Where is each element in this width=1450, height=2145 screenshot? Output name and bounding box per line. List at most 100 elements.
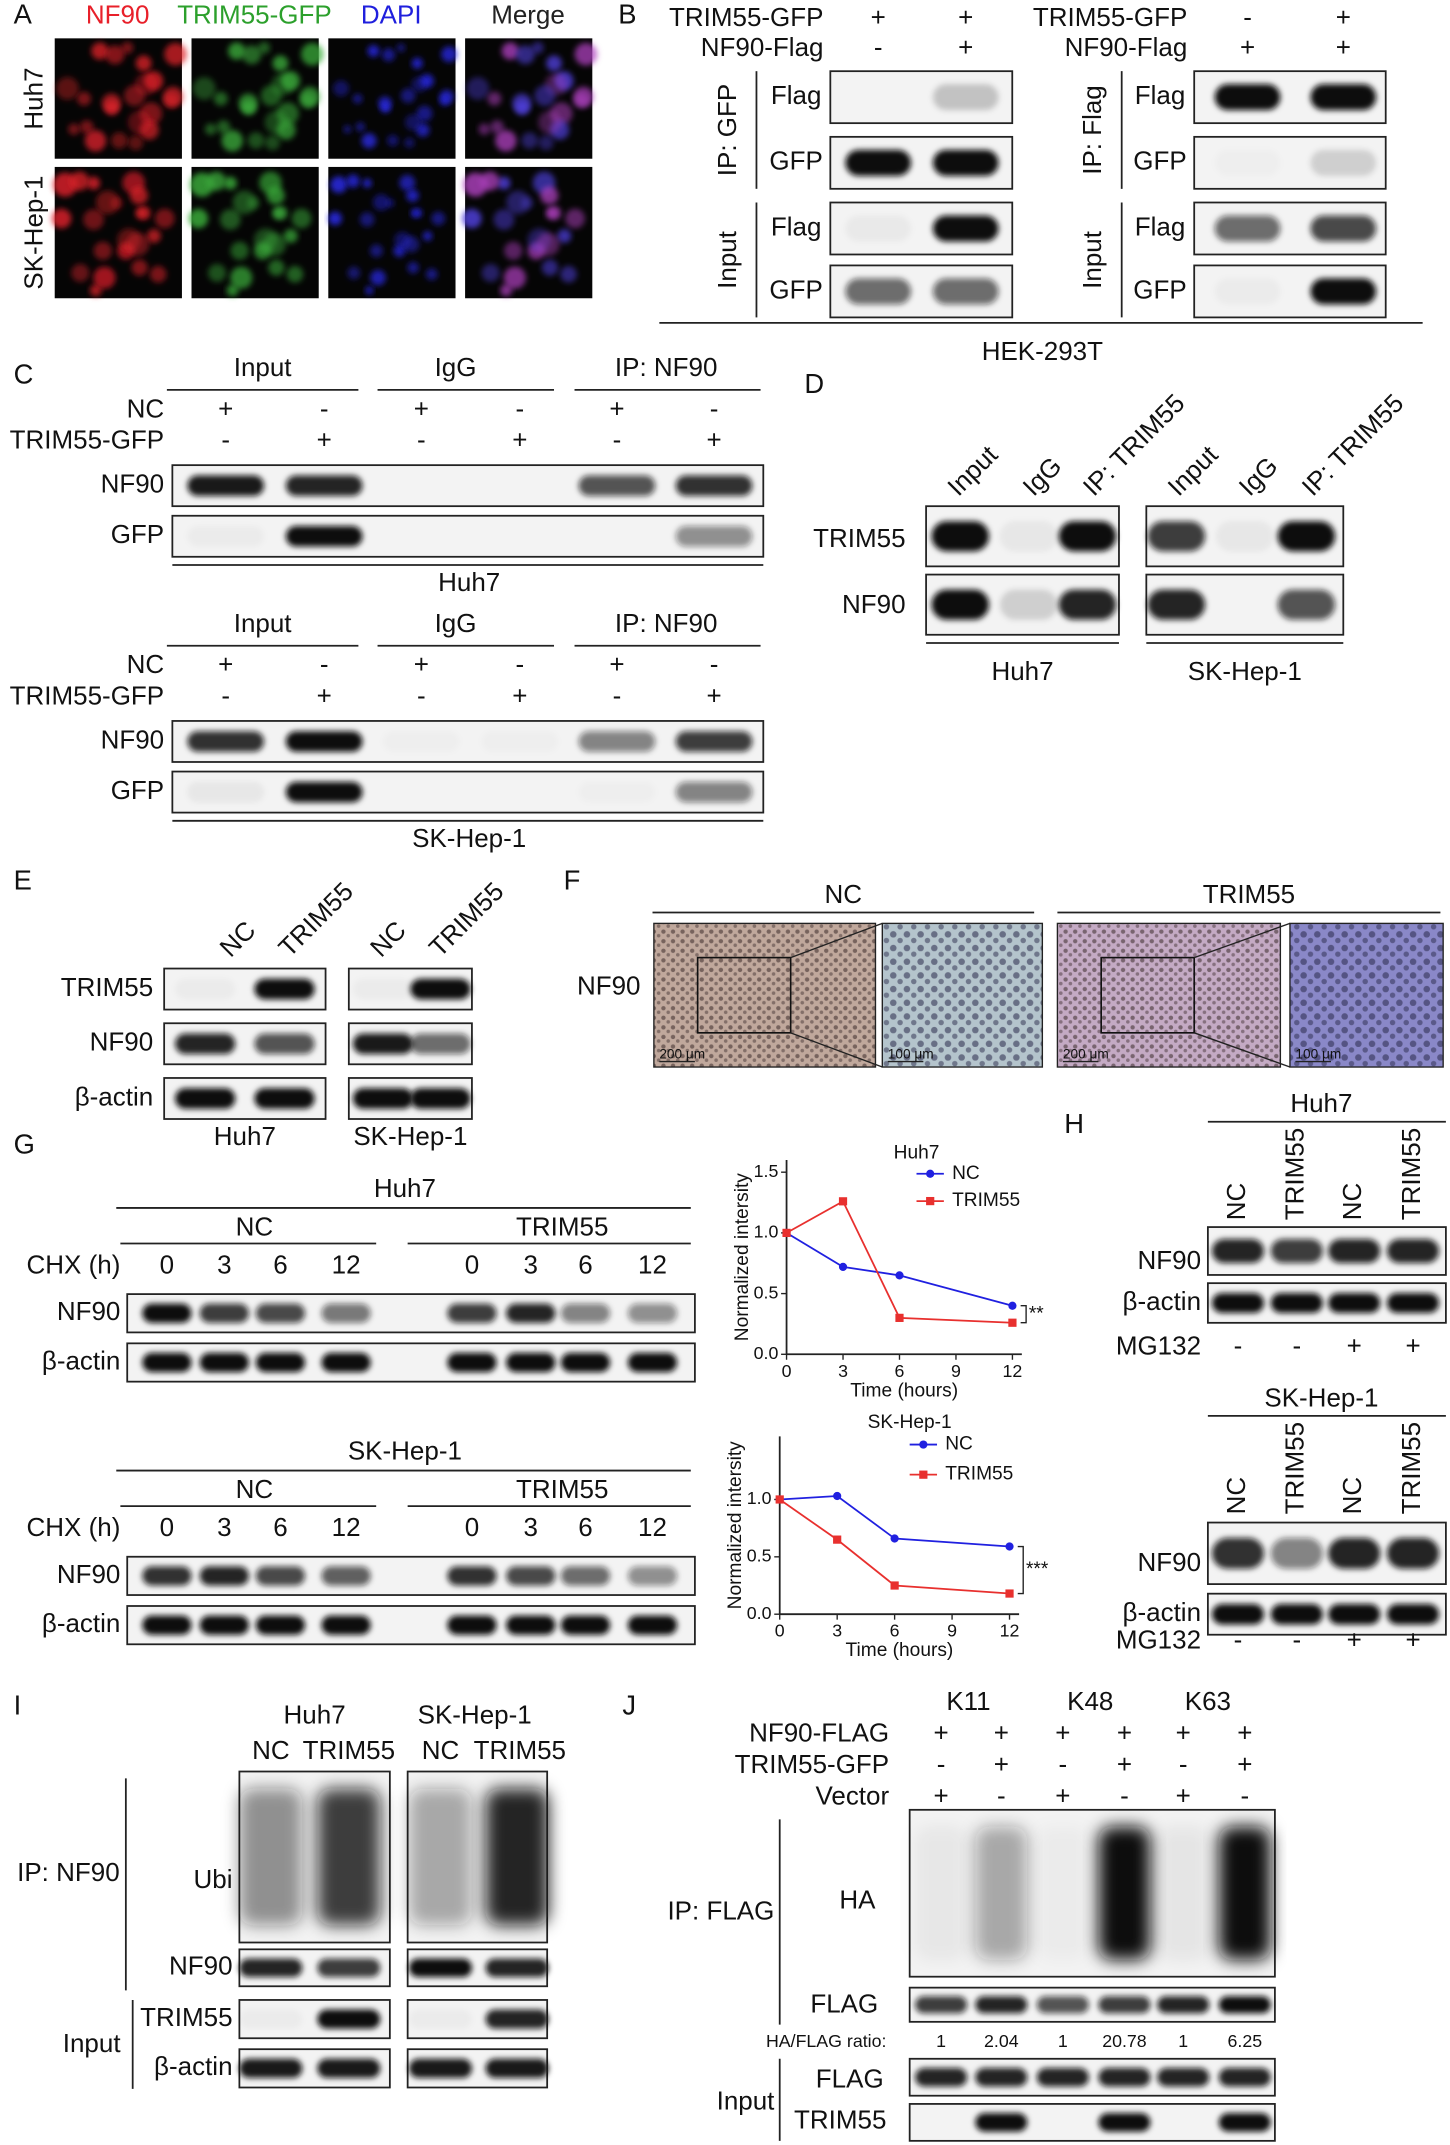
band — [560, 1615, 611, 1635]
time: 12 — [332, 1250, 361, 1280]
sign: + — [414, 649, 429, 679]
condition-label: NC — [127, 393, 165, 423]
condition-label: TRIM55-GFP — [735, 1749, 889, 1779]
cell — [264, 110, 289, 135]
band — [560, 1566, 611, 1586]
sign: - — [1179, 1749, 1188, 1779]
cell — [402, 236, 420, 253]
lane-label: TRIM55 — [272, 876, 359, 963]
sign: + — [317, 425, 332, 455]
block-title: SK-Hep-1 — [418, 1700, 532, 1730]
cell — [399, 174, 416, 191]
band — [255, 1566, 306, 1586]
band — [409, 2058, 472, 2078]
blot-label: Flag — [771, 80, 822, 110]
cell — [101, 93, 121, 113]
band — [627, 1352, 678, 1373]
cell — [135, 207, 148, 220]
band — [931, 521, 990, 552]
cell — [370, 269, 386, 286]
time: 12 — [638, 1250, 667, 1280]
band — [1328, 1293, 1381, 1313]
cell — [355, 122, 366, 132]
legend-label: NC — [945, 1434, 973, 1455]
time: 0 — [465, 1250, 479, 1280]
band — [1310, 149, 1377, 176]
linkage-label: K48 — [1067, 1686, 1113, 1716]
sign: - — [613, 681, 622, 711]
band — [255, 1352, 306, 1373]
blot-label: NF90 — [57, 1559, 121, 1589]
cell — [265, 135, 281, 151]
cell — [400, 88, 416, 104]
marker — [890, 1534, 899, 1543]
band — [317, 2058, 381, 2078]
time: 3 — [524, 1250, 538, 1280]
blot-label: β-actin — [75, 1081, 154, 1111]
group-label: TRIM55 — [516, 1474, 608, 1504]
time: 3 — [217, 1512, 231, 1542]
ihc-frame — [1289, 922, 1444, 1068]
cell — [346, 174, 360, 188]
marker — [919, 1470, 928, 1479]
row-label: SK-Hep-1 — [18, 176, 48, 290]
cell — [411, 76, 428, 93]
cell — [359, 212, 375, 227]
marker — [890, 1581, 899, 1590]
cell — [164, 42, 187, 66]
band — [447, 1615, 497, 1635]
block-title: Huh7 — [1290, 1088, 1352, 1118]
band — [317, 1958, 381, 1978]
band — [285, 526, 363, 547]
band — [999, 589, 1058, 620]
band — [187, 475, 265, 496]
condition-label: TRIM55-GFP — [10, 425, 164, 455]
band — [506, 1615, 556, 1635]
ratio-value: 20.78 — [1102, 2031, 1147, 2051]
cell — [545, 207, 558, 220]
band — [199, 1352, 249, 1373]
panel-label: F — [564, 865, 581, 896]
blot-label: TRIM55 — [140, 2002, 232, 2032]
marker — [833, 1491, 842, 1501]
ihc-texture — [882, 923, 1043, 1068]
cell — [410, 208, 420, 218]
sign: + — [609, 393, 624, 423]
cell — [147, 229, 161, 243]
band — [1215, 150, 1281, 176]
blot-label: NF90 — [57, 1296, 121, 1326]
cell — [386, 134, 399, 147]
group-label: NC — [236, 1211, 274, 1241]
cell-line: SK-Hep-1 — [412, 823, 526, 853]
blot-label: NF90 — [1137, 1245, 1201, 1275]
cell — [538, 135, 554, 151]
band — [506, 1303, 556, 1323]
band — [409, 1958, 472, 1978]
cell — [83, 209, 104, 230]
band — [321, 1566, 371, 1586]
band — [1270, 1537, 1323, 1569]
marker — [833, 1535, 842, 1544]
marker — [782, 1228, 791, 1237]
band — [142, 1615, 192, 1635]
cell — [228, 42, 246, 60]
blot-label: GFP — [111, 775, 164, 805]
column-header: Merge — [491, 0, 565, 29]
marker — [775, 1495, 784, 1504]
group-header: IgG — [435, 352, 477, 382]
condition-label: TRIM55-GFP — [669, 2, 823, 32]
significance: *** — [1026, 1559, 1049, 1580]
cell — [129, 186, 149, 205]
blot-label: β-actin — [42, 1345, 121, 1375]
band — [1216, 521, 1274, 552]
column-header: TRIM55-GFP — [177, 0, 331, 29]
sign: + — [1336, 2, 1351, 32]
cell — [333, 80, 350, 97]
cell — [206, 171, 226, 191]
band — [1098, 1996, 1151, 2014]
ihc-texture — [1057, 923, 1281, 1068]
sign: - — [1292, 1330, 1301, 1360]
cell — [503, 266, 526, 289]
band — [142, 1352, 192, 1373]
